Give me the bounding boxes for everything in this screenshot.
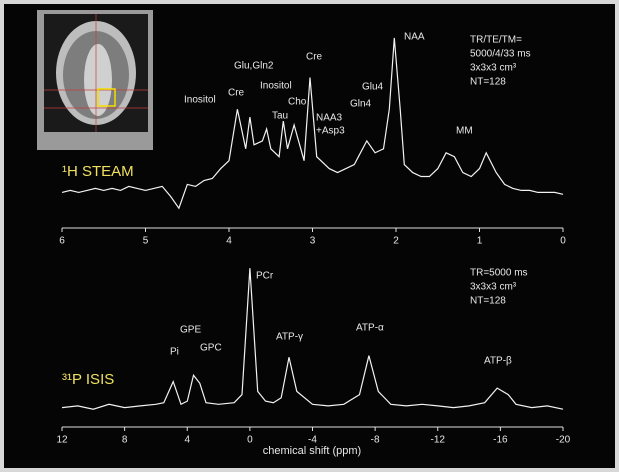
peak-label: NT=128 (470, 296, 506, 307)
x-tick-label: 4 (226, 236, 232, 247)
peak-label: MM (456, 126, 473, 137)
spectrum-title: ³¹P ISIS (62, 371, 114, 388)
peak-label: ATP-α (356, 323, 384, 334)
peak-label: Pi (170, 347, 179, 358)
x-tick-label: 2 (393, 236, 399, 247)
peak-label: Glu4 (362, 82, 384, 93)
peak-label: Cho (288, 97, 307, 108)
peak-label: GPE (180, 325, 201, 336)
peak-label: TR/TE/TM= (470, 35, 522, 46)
peak-label: NAA (404, 32, 425, 43)
peak-label: PCr (256, 271, 274, 282)
x-tick-label: 6 (59, 236, 65, 247)
x-tick-label: 8 (122, 435, 128, 446)
peak-label: NT=128 (470, 77, 506, 88)
figure: 6 5 4 3 2 1 0 ¹H STEAM Inositol Cre Glu,Gln2 Inosit… (0, 0, 619, 472)
peak-label: +Asp3 (316, 126, 345, 137)
peak-label: 3x3x3 cm³ (470, 282, 517, 293)
spectrum-title: ¹H STEAM (62, 163, 134, 180)
x-tick-label: 5 (143, 236, 149, 247)
x-tick-label: 12 (56, 435, 68, 446)
x-tick-label: -12 (431, 435, 446, 446)
peak-label: Cre (306, 52, 323, 63)
peak-label: Inositol (184, 95, 216, 106)
x-tick-label: -16 (493, 435, 508, 446)
peak-label: Tau (272, 111, 288, 122)
x-tick-label: -20 (556, 435, 571, 446)
x-tick-label: 0 (560, 236, 566, 247)
peak-label: NAA3 (316, 113, 343, 124)
peak-label: TR=5000 ms (470, 268, 528, 279)
x-tick-label: 4 (184, 435, 190, 446)
x-tick-label: 0 (247, 435, 253, 446)
x-tick-label: 1 (477, 236, 483, 247)
peak-label: 3x3x3 cm³ (470, 63, 517, 74)
peak-label: Gln4 (350, 99, 372, 110)
peak-label: GPC (200, 343, 222, 354)
x-axis-label: chemical shift (ppm) (263, 445, 361, 457)
peak-label: ATP-β (484, 356, 512, 367)
peak-label: Glu,Gln2 (234, 61, 274, 72)
page: {"chart_data": [ {"type": "line", "title… (0, 0, 619, 472)
peak-label: Cre (228, 88, 245, 99)
peak-label: 5000/4/33 ms (470, 49, 531, 60)
x-tick-label: 3 (310, 236, 316, 247)
peak-label: ATP-γ (276, 332, 303, 343)
x-tick-label: -8 (371, 435, 380, 446)
peak-label: Inositol (260, 81, 292, 92)
brain-inset (37, 10, 153, 150)
